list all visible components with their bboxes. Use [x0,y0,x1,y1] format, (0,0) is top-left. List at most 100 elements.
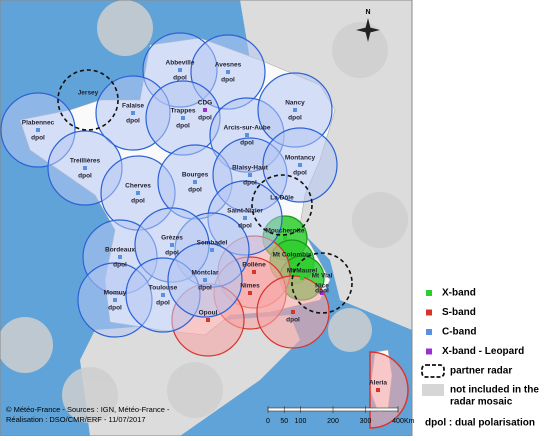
station-marker [118,255,122,259]
legend-swatch [426,348,432,355]
station-marker [252,270,256,274]
station-name: Trappes [171,108,196,115]
excluded-radar [332,22,388,78]
legend-label: not included in the [450,385,539,396]
coverage-circle [57,69,119,131]
scale-label: 100 [295,418,307,425]
station-marker [245,133,249,137]
station-marker [283,236,287,240]
station-name: Grèzes [161,235,183,242]
station-marker [136,191,140,195]
station-marker [206,318,210,322]
stations: Moucherotte Mt Colombis Mt Maurel Bollène Ni… [22,60,387,392]
legend-swatch [426,290,432,296]
station-name: Nimes [240,283,260,290]
station-note: dpol [288,115,302,122]
station-name: Bordeaux [105,247,135,254]
legend-label: radar mosaic [450,397,513,408]
station-note: dpol [165,250,179,257]
station-note: dpol [131,198,145,205]
excluded-radar [0,317,53,373]
station-name: Avesnes [215,62,242,69]
station-marker [291,310,295,314]
station-name: Treillières [70,158,101,165]
legend-swatch [421,364,445,378]
scale-bar: 0 50 100 200 300 400 Km [266,406,415,425]
legend-swatch [422,384,444,396]
station-note: dpol [198,115,212,122]
station-name: Montclar [191,270,219,277]
station-name: Mt Vial [312,273,333,280]
station-marker [36,128,40,132]
station-note: dpol [238,223,252,230]
station-marker [131,111,135,115]
station-name: Sembadel [197,240,228,247]
station-name: Arcis-sur-Aube [224,125,271,132]
station-note: dpol [221,77,235,84]
credits: © Météo-France - Sources : IGN, Météo-Fr… [6,405,170,414]
legend-swatch [426,309,432,316]
station-name: Blaisy-Haut [232,165,269,172]
scale-label: 300 [360,418,372,425]
station-note: dpol [78,173,92,180]
station-marker [178,68,182,72]
station-note: dpol [113,262,127,269]
excluded-radar [167,362,223,418]
legend-label: S-band [442,307,476,318]
station-marker [376,388,380,392]
station-marker [210,248,214,252]
excluded-radar [328,308,372,352]
station-name: Cherves [125,183,151,190]
station-name: CDG [198,100,212,107]
station-note: dpol [173,75,187,82]
excluded-radar [352,192,408,248]
station-name: Opoul [199,310,218,317]
station-note: dpol [315,288,329,295]
station-name: Bollène [242,262,266,269]
station-marker [161,293,165,297]
legend-swatch [426,329,432,335]
station-name: Falaise [122,103,144,110]
excluded-radar [97,0,153,56]
station-name: Bourges [182,172,209,179]
excluded-radar [62,367,118,423]
station-marker [298,163,302,167]
station-name: Plabennec [22,120,55,127]
station-note: dpol [240,140,254,147]
station-name: Saint-Nizier [227,208,263,215]
scale-label: 50 [280,418,288,425]
station-marker [203,278,207,282]
dpol-note: dpol : dual polarisation [425,418,535,429]
station-marker [243,216,247,220]
compass: N [356,9,380,42]
station-note: dpol [188,187,202,194]
scale-label: 400 [392,418,404,425]
coverage-circle [251,174,313,236]
legend-label: X-band - Leopard [442,346,524,357]
scale-label: 0 [266,418,270,425]
station-marker [113,298,117,302]
scale-unit: Km [404,418,415,425]
station-name: Abbeville [166,60,195,67]
station-marker [248,173,252,177]
station-marker [181,116,185,120]
station-name: Mt Colombis [273,252,312,259]
station-marker [248,291,252,295]
station-marker [193,180,197,184]
legend-label: C-band [442,327,476,338]
excluded-radars [0,0,408,423]
station-name: Jersey [78,90,99,97]
station-name: Moucherotte [266,228,305,235]
station-note: dpol [156,300,170,307]
station-name: La Dôle [270,195,294,202]
station-name: Mt Maurel [287,268,318,275]
station-marker [320,291,324,295]
station-note: dpol [243,180,257,187]
credits: Réalisation : DSO/CMR/ERF - 11/07/2017 [6,415,146,424]
station-marker [83,166,87,170]
scale-label: 200 [327,418,339,425]
station-note: dpol [198,285,212,292]
station-note: dpol [108,305,122,312]
compass-n: N [365,9,370,16]
station-note: dpol [31,135,45,142]
